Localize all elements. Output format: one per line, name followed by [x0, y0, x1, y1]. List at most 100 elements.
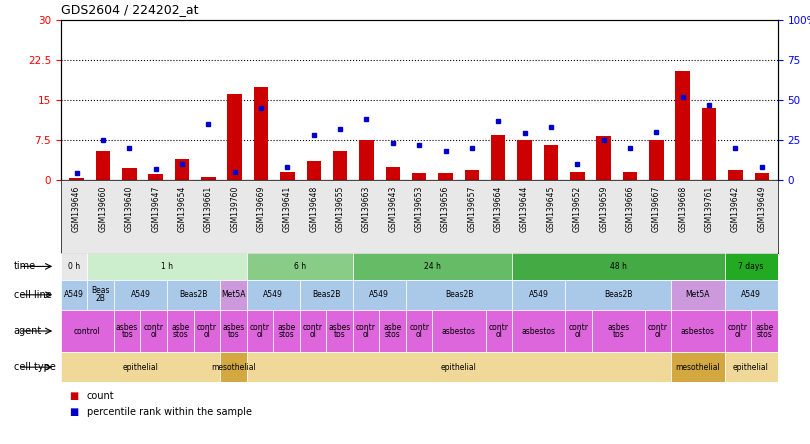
Bar [724, 253, 778, 280]
Bar [300, 280, 353, 310]
Text: contr
ol: contr ol [727, 322, 748, 340]
Text: GSM139663: GSM139663 [362, 186, 371, 232]
Text: 48 h: 48 h [610, 262, 627, 271]
Bar [353, 310, 379, 352]
Text: Beas2B: Beas2B [604, 290, 633, 299]
Text: ■: ■ [69, 407, 78, 417]
Bar [246, 280, 300, 310]
Bar [87, 253, 246, 280]
Text: contr
ol: contr ol [197, 322, 217, 340]
Bar [412, 174, 426, 180]
Bar [406, 310, 433, 352]
Text: contr
ol: contr ol [249, 322, 270, 340]
Bar [438, 174, 453, 180]
Text: GSM139760: GSM139760 [230, 186, 239, 232]
Bar [246, 352, 671, 382]
Bar [565, 280, 671, 310]
Bar [406, 280, 512, 310]
Text: contr
ol: contr ol [648, 322, 668, 340]
Text: cell type: cell type [14, 362, 56, 372]
Text: cell line: cell line [14, 290, 52, 300]
Text: asbe
stos: asbe stos [277, 322, 296, 340]
Text: GSM139660: GSM139660 [99, 186, 108, 232]
Bar [353, 253, 512, 280]
Text: A549: A549 [130, 290, 151, 299]
Text: contr
ol: contr ol [303, 322, 323, 340]
Bar [512, 280, 565, 310]
Text: 1 h: 1 h [161, 262, 173, 271]
Text: time: time [14, 262, 36, 271]
Bar [645, 310, 671, 352]
Text: asbes
tos: asbes tos [116, 322, 139, 340]
Text: GSM139666: GSM139666 [625, 186, 634, 232]
Text: Beas2B: Beas2B [445, 290, 473, 299]
Text: GSM139644: GSM139644 [520, 186, 529, 232]
Bar [122, 168, 137, 180]
Bar [70, 178, 83, 180]
Bar [592, 310, 645, 352]
Bar [570, 172, 585, 180]
Text: GSM139645: GSM139645 [547, 186, 556, 232]
Bar [623, 172, 637, 180]
Text: GSM139646: GSM139646 [72, 186, 81, 232]
Text: ■: ■ [69, 391, 78, 401]
Text: GSM139669: GSM139669 [257, 186, 266, 232]
Text: asbestos: asbestos [681, 326, 715, 336]
Bar [175, 159, 190, 180]
Text: asbe
stos: asbe stos [755, 322, 774, 340]
Bar [724, 352, 778, 382]
Text: A549: A549 [529, 290, 548, 299]
Bar [353, 280, 406, 310]
Bar [194, 310, 220, 352]
Text: contr
ol: contr ol [143, 322, 164, 340]
Bar [544, 145, 558, 180]
Text: asbestos: asbestos [522, 326, 556, 336]
Bar [87, 280, 114, 310]
Text: GSM139654: GSM139654 [177, 186, 186, 232]
Text: asbes
tos: asbes tos [222, 322, 245, 340]
Text: contr
ol: contr ol [569, 322, 589, 340]
Text: GSM139640: GSM139640 [125, 186, 134, 232]
Bar [465, 170, 480, 180]
Text: GSM139667: GSM139667 [652, 186, 661, 232]
Bar [596, 136, 611, 180]
Bar [61, 352, 220, 382]
Bar [701, 108, 716, 180]
Bar [96, 151, 110, 180]
Bar [220, 280, 246, 310]
Bar [254, 87, 268, 180]
Bar [61, 253, 87, 280]
Text: GDS2604 / 224202_at: GDS2604 / 224202_at [61, 3, 198, 16]
Bar [61, 280, 87, 310]
Text: mesothelial: mesothelial [676, 363, 720, 372]
Text: 6 h: 6 h [294, 262, 305, 271]
Text: GSM139664: GSM139664 [494, 186, 503, 232]
Text: Met5A: Met5A [221, 290, 245, 299]
Text: A549: A549 [64, 290, 84, 299]
Text: contr
ol: contr ol [488, 322, 509, 340]
Bar [148, 174, 163, 180]
Text: epithelial: epithelial [733, 363, 769, 372]
Bar [386, 166, 400, 180]
Text: GSM139642: GSM139642 [731, 186, 740, 232]
Bar [140, 310, 167, 352]
Bar [359, 140, 373, 180]
Text: asbes
tos: asbes tos [608, 322, 629, 340]
Bar [491, 135, 505, 180]
Bar [201, 177, 215, 180]
Text: asbe
stos: asbe stos [171, 322, 190, 340]
Text: GSM139661: GSM139661 [204, 186, 213, 232]
Text: GSM139668: GSM139668 [678, 186, 687, 232]
Text: GSM139761: GSM139761 [705, 186, 714, 232]
Text: 0 h: 0 h [68, 262, 80, 271]
Text: GSM139656: GSM139656 [441, 186, 450, 232]
Bar [671, 310, 724, 352]
Bar [518, 140, 532, 180]
Text: contr
ol: contr ol [356, 322, 376, 340]
Text: A549: A549 [263, 290, 283, 299]
Bar [751, 310, 778, 352]
Bar [167, 310, 194, 352]
Text: GSM139647: GSM139647 [151, 186, 160, 232]
Text: asbe
stos: asbe stos [383, 322, 402, 340]
Bar [755, 174, 769, 180]
